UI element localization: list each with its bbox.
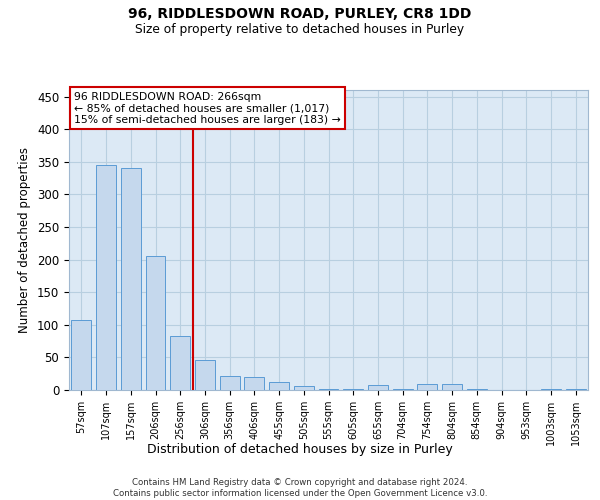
- Text: 96 RIDDLESDOWN ROAD: 266sqm
← 85% of detached houses are smaller (1,017)
15% of : 96 RIDDLESDOWN ROAD: 266sqm ← 85% of det…: [74, 92, 341, 124]
- Bar: [170, 336, 190, 390]
- Bar: [418, 384, 437, 390]
- Bar: [368, 385, 388, 390]
- Text: Distribution of detached houses by size in Purley: Distribution of detached houses by size …: [147, 442, 453, 456]
- Bar: [146, 256, 166, 390]
- Bar: [244, 377, 264, 390]
- Bar: [195, 360, 215, 390]
- Bar: [294, 386, 314, 390]
- Bar: [96, 165, 116, 390]
- Text: Size of property relative to detached houses in Purley: Size of property relative to detached ho…: [136, 22, 464, 36]
- Y-axis label: Number of detached properties: Number of detached properties: [19, 147, 31, 333]
- Bar: [71, 320, 91, 390]
- Bar: [269, 382, 289, 390]
- Bar: [442, 384, 462, 390]
- Text: 96, RIDDLESDOWN ROAD, PURLEY, CR8 1DD: 96, RIDDLESDOWN ROAD, PURLEY, CR8 1DD: [128, 8, 472, 22]
- Bar: [220, 376, 239, 390]
- Bar: [121, 168, 140, 390]
- Text: Contains HM Land Registry data © Crown copyright and database right 2024.
Contai: Contains HM Land Registry data © Crown c…: [113, 478, 487, 498]
